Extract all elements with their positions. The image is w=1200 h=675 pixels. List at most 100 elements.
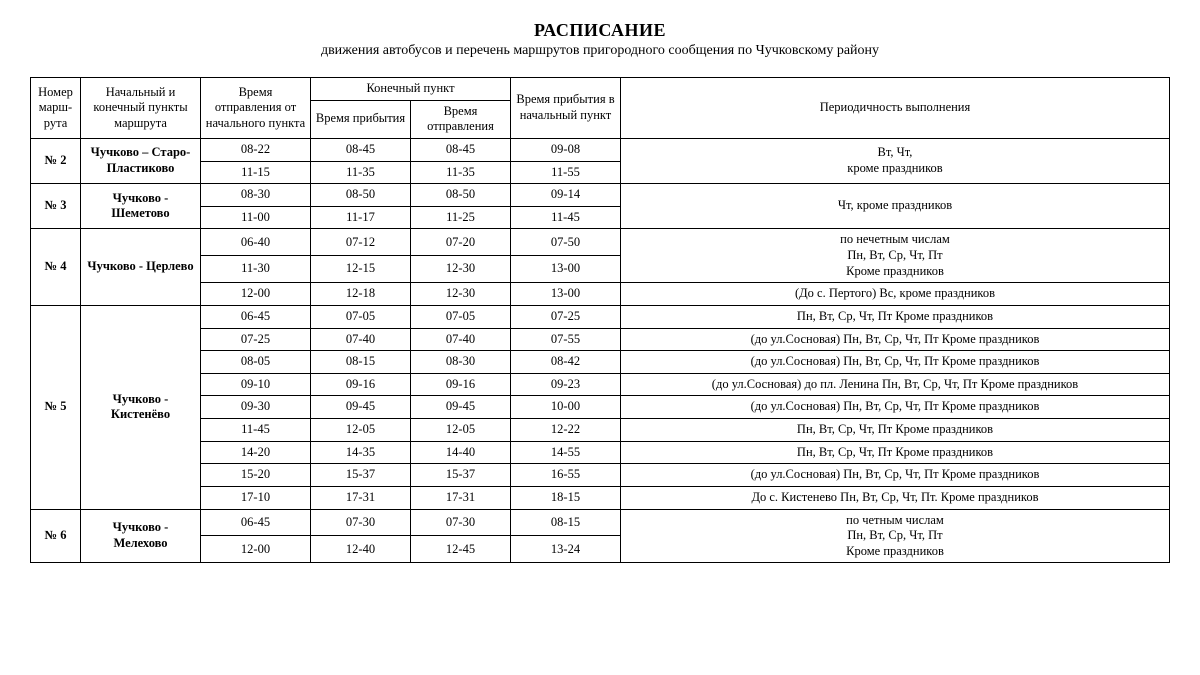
cell-time: 09-30 [201, 396, 311, 419]
table-row: № 3Чучково - Шеметово08-3008-5008-5009-1… [31, 184, 1170, 207]
cell-time: 11-35 [311, 161, 411, 184]
cell-time: 16-55 [511, 464, 621, 487]
cell-time: 08-42 [511, 351, 621, 374]
table-row: 09-3009-4509-4510-00(до ул.Сосновая) Пн,… [31, 396, 1170, 419]
table-row: 15-2015-3715-3716-55(до ул.Сосновая) Пн,… [31, 464, 1170, 487]
cell-frequency: по нечетным числамПн, Вт, Ср, Чт, ПтКром… [621, 229, 1170, 283]
table-row: № 6Чучково - Мелехово06-4507-3007-3008-1… [31, 509, 1170, 536]
cell-time: 12-40 [311, 536, 411, 563]
cell-time: 07-20 [411, 229, 511, 256]
th-back: Время прибытия в начальный пункт [511, 78, 621, 139]
cell-time: 13-00 [511, 256, 621, 283]
cell-time: 18-15 [511, 486, 621, 509]
cell-frequency: Вт, Чт,кроме праздников [621, 138, 1170, 183]
table-header: Номер марш-рута Начальный и конечный пун… [31, 78, 1170, 139]
schedule-table: Номер марш-рута Начальный и конечный пун… [30, 77, 1170, 563]
cell-frequency: (до ул.Сосновая) Пн, Вт, Ср, Чт, Пт Кром… [621, 464, 1170, 487]
table-row: 07-2507-4007-4007-55(до ул.Сосновая) Пн,… [31, 328, 1170, 351]
cell-time: 07-05 [411, 305, 511, 328]
table-row: 08-0508-1508-3008-42(до ул.Сосновая) Пн,… [31, 351, 1170, 374]
page-subtitle: движения автобусов и перечень маршрутов … [30, 43, 1170, 59]
table-row: 17-1017-3117-3118-15До с. Кистенево Пн, … [31, 486, 1170, 509]
cell-time: 15-37 [411, 464, 511, 487]
cell-route-num: № 5 [31, 305, 81, 509]
cell-time: 07-55 [511, 328, 621, 351]
cell-frequency: Пн, Вт, Ср, Чт, Пт Кроме праздников [621, 419, 1170, 442]
cell-time: 09-16 [311, 373, 411, 396]
cell-time: 12-00 [201, 536, 311, 563]
cell-time: 08-15 [311, 351, 411, 374]
cell-time: 08-30 [411, 351, 511, 374]
cell-time: 09-45 [311, 396, 411, 419]
cell-time: 08-45 [311, 138, 411, 161]
cell-route-name: Чучково - Шеметово [81, 184, 201, 229]
cell-time: 15-20 [201, 464, 311, 487]
th-depart2: Время отправления [411, 100, 511, 138]
cell-time: 12-15 [311, 256, 411, 283]
cell-time: 07-50 [511, 229, 621, 256]
cell-time: 07-05 [311, 305, 411, 328]
cell-time: 08-05 [201, 351, 311, 374]
th-freq: Периодичность выполнения [621, 78, 1170, 139]
th-route: Начальный и конечный пункты маршрута [81, 78, 201, 139]
cell-time: 08-50 [311, 184, 411, 207]
cell-route-name: Чучково - Церлево [81, 229, 201, 306]
cell-frequency: (до ул.Сосновая) Пн, Вт, Ср, Чт, Пт Кром… [621, 396, 1170, 419]
cell-time: 06-45 [201, 509, 311, 536]
cell-time: 12-00 [201, 283, 311, 306]
cell-time: 12-30 [411, 283, 511, 306]
cell-frequency: (До с. Пертого) Вс, кроме праздников [621, 283, 1170, 306]
cell-time: 14-35 [311, 441, 411, 464]
table-row: 12-0012-1812-3013-00(До с. Пертого) Вс, … [31, 283, 1170, 306]
cell-time: 07-12 [311, 229, 411, 256]
cell-time: 17-31 [311, 486, 411, 509]
table-row: № 4Чучково - Церлево06-4007-1207-2007-50… [31, 229, 1170, 256]
table-row: 14-2014-3514-4014-55Пн, Вт, Ср, Чт, Пт К… [31, 441, 1170, 464]
cell-time: 14-55 [511, 441, 621, 464]
cell-route-num: № 6 [31, 509, 81, 563]
cell-time: 15-37 [311, 464, 411, 487]
cell-time: 12-18 [311, 283, 411, 306]
cell-time: 11-25 [411, 206, 511, 229]
cell-time: 11-30 [201, 256, 311, 283]
cell-time: 06-45 [201, 305, 311, 328]
th-arrive: Время прибытия [311, 100, 411, 138]
cell-time: 09-10 [201, 373, 311, 396]
cell-frequency: (до ул.Сосновая) Пн, Вт, Ср, Чт, Пт Кром… [621, 351, 1170, 374]
cell-time: 17-31 [411, 486, 511, 509]
cell-time: 08-30 [201, 184, 311, 207]
cell-frequency: (до ул.Сосновая) до пл. Ленина Пн, Вт, С… [621, 373, 1170, 396]
cell-time: 11-00 [201, 206, 311, 229]
cell-route-name: Чучково – Старо-Пластиково [81, 138, 201, 183]
cell-time: 10-00 [511, 396, 621, 419]
cell-time: 07-40 [311, 328, 411, 351]
cell-route-name: Чучково - Мелехово [81, 509, 201, 563]
cell-time: 08-50 [411, 184, 511, 207]
cell-time: 11-45 [201, 419, 311, 442]
th-endpoint: Конечный пункт [311, 78, 511, 101]
cell-frequency: Чт, кроме праздников [621, 184, 1170, 229]
cell-time: 07-30 [311, 509, 411, 536]
table-body: № 2Чучково – Старо-Пластиково08-2208-450… [31, 138, 1170, 563]
cell-frequency: (до ул.Сосновая) Пн, Вт, Ср, Чт, Пт Кром… [621, 328, 1170, 351]
cell-time: 14-40 [411, 441, 511, 464]
cell-time: 12-30 [411, 256, 511, 283]
cell-time: 11-55 [511, 161, 621, 184]
cell-time: 12-45 [411, 536, 511, 563]
cell-time: 06-40 [201, 229, 311, 256]
cell-time: 08-15 [511, 509, 621, 536]
th-num: Номер марш-рута [31, 78, 81, 139]
cell-time: 13-24 [511, 536, 621, 563]
table-row: № 5Чучково - Кистенёво06-4507-0507-0507-… [31, 305, 1170, 328]
cell-time: 08-22 [201, 138, 311, 161]
page-title: РАСПИСАНИЕ [30, 20, 1170, 41]
cell-time: 07-25 [511, 305, 621, 328]
cell-time: 17-10 [201, 486, 311, 509]
cell-time: 07-40 [411, 328, 511, 351]
table-row: 11-4512-0512-0512-22Пн, Вт, Ср, Чт, Пт К… [31, 419, 1170, 442]
cell-route-num: № 2 [31, 138, 81, 183]
cell-frequency: по четным числамПн, Вт, Ср, Чт, ПтКроме … [621, 509, 1170, 563]
cell-time: 09-23 [511, 373, 621, 396]
cell-frequency: Пн, Вт, Ср, Чт, Пт Кроме праздников [621, 305, 1170, 328]
table-row: 09-1009-1609-1609-23(до ул.Сосновая) до … [31, 373, 1170, 396]
